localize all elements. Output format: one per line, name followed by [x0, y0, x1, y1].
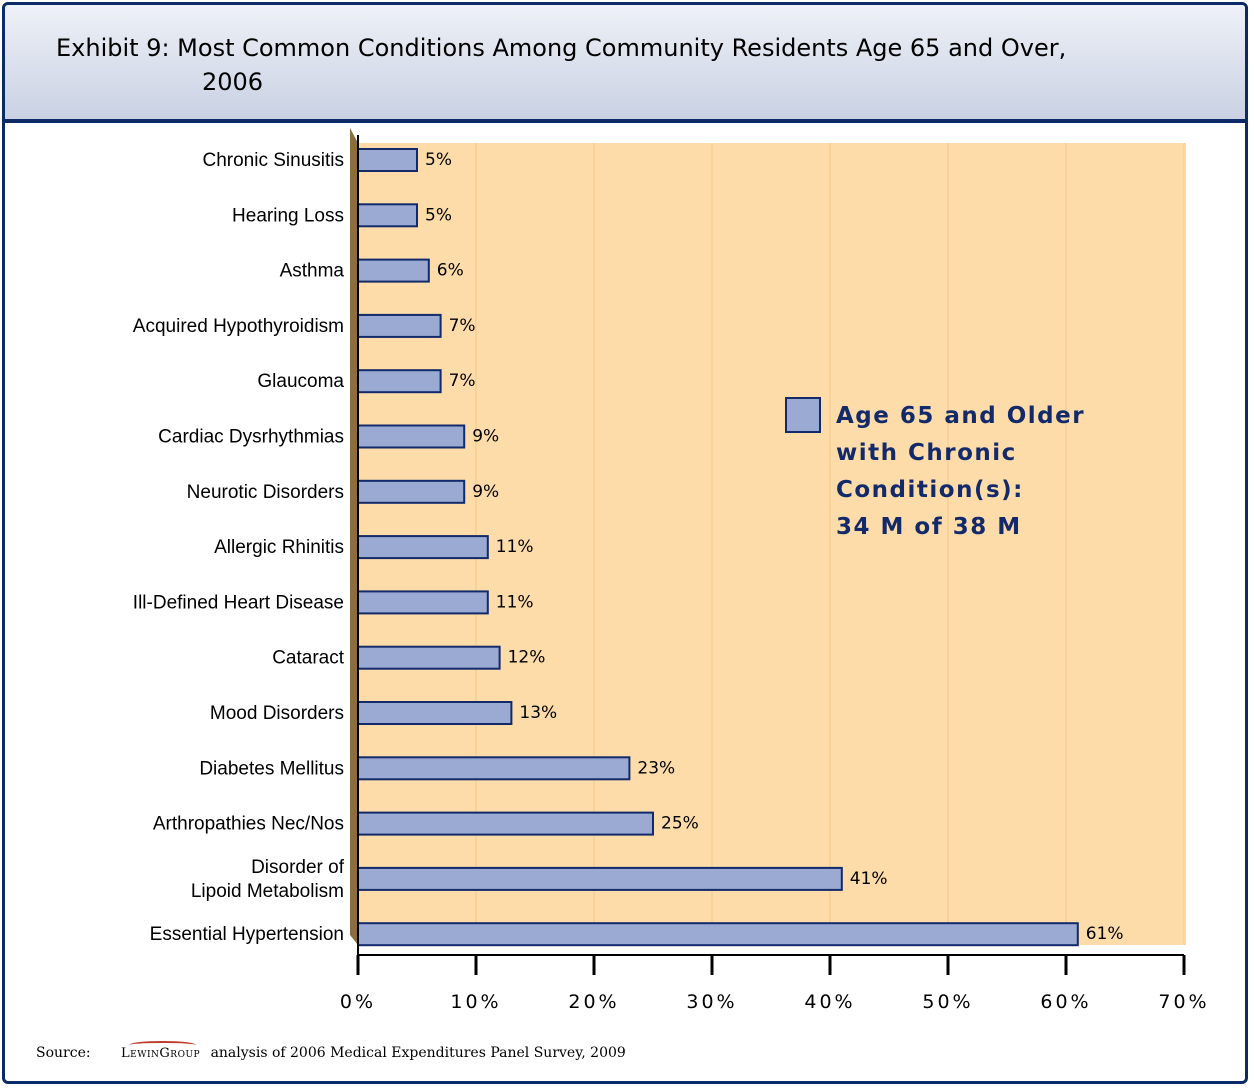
value-label-4: 7% [449, 371, 476, 391]
value-label-3: 7% [449, 316, 476, 336]
category-label-3: Acquired Hypothyroidism [133, 316, 344, 337]
category-label-14: Essential Hypertension [150, 924, 344, 945]
bar-3 [357, 313, 442, 338]
x-tick-label-60: 60% [1040, 991, 1091, 1013]
value-label-0: 5% [425, 150, 452, 170]
legend-count: 34 M of 38 M [836, 514, 1022, 540]
value-label-2: 6% [437, 261, 464, 281]
category-label-6: Neurotic Disorders [187, 482, 344, 503]
x-tick-label-70: 70% [1158, 991, 1209, 1013]
bar-4 [357, 369, 442, 394]
value-label-6: 9% [472, 482, 499, 502]
bar-5 [357, 424, 466, 449]
category-label-9: Cataract [272, 648, 345, 669]
title-bar: Exhibit 9: Most Common Conditions Among … [5, 5, 1245, 123]
value-label-11: 23% [637, 758, 675, 778]
category-label-13-0: Disorder of [251, 857, 345, 878]
bar-0 [357, 148, 418, 172]
chart-title-line-2: 2006 [202, 68, 264, 96]
value-label-12: 25% [661, 814, 699, 834]
category-label-11: Diabetes Mellitus [199, 758, 344, 779]
bar-7 [357, 535, 489, 560]
category-label-13-1: Lipoid Metabolism [191, 881, 344, 902]
bar-12 [357, 811, 654, 836]
bar-2 [357, 258, 430, 283]
x-tick-label-50: 50% [922, 991, 973, 1013]
category-label-0: Chronic Sinusitis [203, 150, 345, 171]
value-label-5: 9% [472, 427, 499, 447]
bar-11 [357, 756, 631, 781]
bar-1 [357, 203, 418, 228]
value-label-10: 13% [519, 703, 557, 723]
category-label-8: Ill-Defined Heart Disease [133, 592, 344, 613]
legend-swatch [785, 397, 821, 433]
chart-title-line-1: Exhibit 9: Most Common Conditions Among … [56, 34, 1067, 62]
value-label-7: 11% [496, 537, 534, 557]
bar-8 [357, 590, 489, 615]
plot-background [358, 143, 1186, 945]
legend-line-2: with Chronic [836, 440, 1017, 466]
value-label-9: 12% [508, 648, 546, 668]
x-tick-label-0: 0% [340, 991, 376, 1013]
category-label-10: Mood Disorders [210, 703, 344, 724]
bar-9 [357, 645, 501, 670]
category-label-4: Glaucoma [257, 371, 344, 392]
bar-10 [357, 701, 513, 725]
legend-line-1: Age 65 and Older [836, 403, 1086, 429]
x-tick-label-30: 30% [686, 991, 737, 1013]
legend-line-3: Condition(s): [836, 477, 1024, 503]
plot-left-wall [350, 128, 358, 945]
value-label-13: 41% [850, 869, 888, 889]
bar-13 [357, 866, 843, 891]
category-label-2: Asthma [280, 261, 345, 282]
bar-6 [357, 479, 466, 504]
chart-title: Exhibit 9: Most Common Conditions Among … [56, 31, 1206, 99]
category-label-1: Hearing Loss [232, 205, 344, 226]
x-tick-label-10: 10% [450, 991, 501, 1013]
x-tick-label-40: 40% [804, 991, 855, 1013]
x-tick-label-20: 20% [568, 991, 619, 1013]
bar-14 [357, 922, 1079, 947]
source-footer: Source: LewinGroup analysis of 2006 Medi… [36, 1045, 626, 1061]
category-label-7: Allergic Rhinitis [214, 537, 344, 558]
lewin-group-logo: LewinGroup [121, 1046, 201, 1061]
source-label: Source: [36, 1045, 91, 1061]
value-label-8: 11% [496, 592, 534, 612]
source-text: analysis of 2006 Medical Expenditures Pa… [210, 1045, 626, 1061]
value-label-1: 5% [425, 205, 452, 225]
value-label-14: 61% [1086, 924, 1124, 944]
category-label-5: Cardiac Dysrhythmias [158, 427, 344, 448]
category-label-12: Arthropathies Nec/Nos [153, 814, 344, 835]
legend-label: Age 65 and Older with Chronic Condition(… [836, 398, 1085, 546]
